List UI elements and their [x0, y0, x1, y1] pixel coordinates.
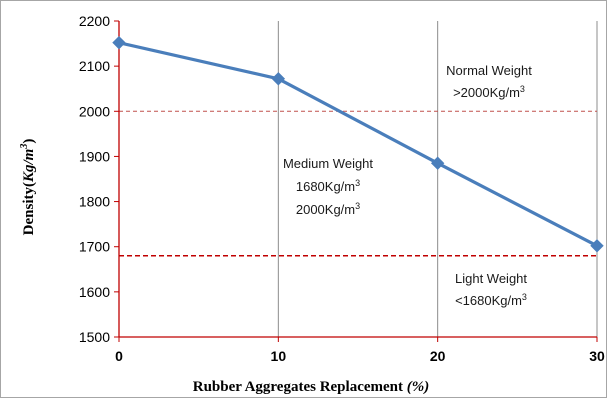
annotation-medium-upper-sup: 3: [355, 201, 360, 211]
reference-lines: [119, 110, 597, 257]
x-tick-labels: 0 10 20 30: [115, 337, 605, 364]
x-tick-label: 20: [430, 348, 446, 364]
y-axis-title-open: (: [21, 182, 37, 187]
y-axis-title-main: Density: [21, 187, 37, 236]
x-axis-title-unit: (%): [407, 379, 430, 395]
y-axis-title-close: ): [21, 139, 37, 144]
x-tick-label: 10: [271, 348, 287, 364]
annotation-medium-lower-sup: 3: [355, 178, 360, 188]
annotation-light-line2: <1680Kg/m3: [455, 292, 527, 308]
x-tick-label: 0: [115, 348, 123, 364]
y-tick-labels: 1500 1600 1700 1800 1900 2000 2100 2200: [79, 13, 119, 345]
y-tick-label: 1600: [79, 284, 110, 300]
annotation-light-line1: Light Weight: [455, 271, 527, 286]
data-point-marker: [430, 156, 445, 170]
annotation-light-sup: 3: [522, 292, 527, 302]
y-tick-label: 2100: [79, 58, 110, 74]
y-axis-title-unit: Kg/m: [21, 149, 37, 183]
x-axis-title-main: Rubber Aggregates Replacement: [193, 379, 407, 395]
y-tick-label: 1700: [79, 239, 110, 255]
annotation-light-value: <1680Kg/m: [455, 293, 522, 308]
annotation-medium-line1: Medium Weight: [283, 156, 373, 171]
y-tick-label: 2200: [79, 13, 110, 29]
data-point-marker: [271, 72, 286, 86]
x-tick-label: 30: [589, 348, 605, 364]
annotation-medium-upper: 2000Kg/m: [296, 202, 355, 217]
annotation-normal-sup: 3: [520, 84, 525, 94]
series-layer: [112, 35, 604, 253]
data-point-marker: [590, 239, 604, 253]
annotation-normal-line1: Normal Weight: [446, 63, 532, 78]
annotation-medium-line2: 1680Kg/m3: [296, 178, 360, 194]
annotation-medium-lower: 1680Kg/m: [296, 179, 355, 194]
y-tick-label: 2000: [79, 103, 110, 119]
y-tick-label: 1900: [79, 148, 110, 164]
annotation-normal-value: >2000Kg/m: [453, 85, 520, 100]
series-line: [118, 41, 598, 248]
annotation-medium-line3: 2000Kg/m3: [296, 201, 360, 217]
y-axis-title-sup: 3: [19, 144, 30, 150]
y-axis-title: Density(Kg/m3): [19, 139, 37, 236]
annotation-normal-line2: >2000Kg/m3: [453, 84, 525, 100]
data-point-marker: [112, 35, 126, 50]
y-tick-label: 1500: [79, 329, 110, 345]
y-tick-label: 1800: [79, 194, 110, 210]
x-axis-title: Rubber Aggregates Replacement (%): [193, 379, 430, 395]
axes: [118, 21, 597, 338]
